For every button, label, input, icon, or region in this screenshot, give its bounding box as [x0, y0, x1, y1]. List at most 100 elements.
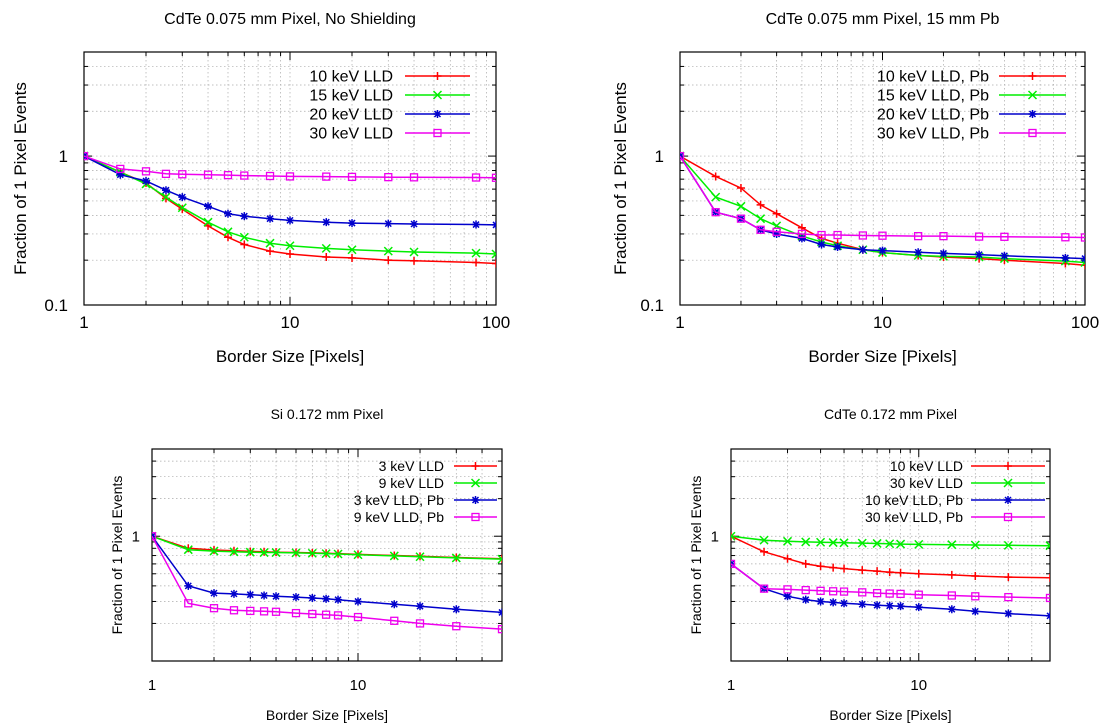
y-tick-label: 0.1	[640, 296, 664, 315]
data-point	[1080, 233, 1085, 242]
data-point	[266, 247, 275, 256]
data-point	[497, 554, 502, 564]
data-point	[872, 588, 882, 598]
data-point	[322, 172, 331, 181]
legend-swatch-marker	[1004, 462, 1012, 470]
data-point	[240, 212, 249, 221]
legend-swatch-marker	[1028, 128, 1037, 138]
data-point	[680, 151, 685, 161]
data-point	[184, 581, 193, 590]
data-point	[229, 547, 239, 557]
data-point	[971, 592, 980, 601]
data-point	[1045, 593, 1050, 603]
data-point	[1046, 611, 1050, 620]
data-point	[1004, 573, 1013, 582]
x-tick-label: 10	[873, 313, 892, 332]
series-line	[731, 563, 1050, 599]
data-point	[711, 208, 720, 217]
legend-label: 10 keV LLD, Pb	[877, 69, 989, 86]
data-point	[142, 177, 151, 186]
data-point	[1080, 257, 1085, 268]
x-tick-label: 10	[910, 677, 927, 694]
legend: 10 keV LLD 15 keV LLD 20 keV LLD 30 keV LLD	[309, 69, 470, 143]
data-point	[384, 256, 393, 265]
data-point	[240, 171, 249, 180]
data-point	[872, 538, 882, 548]
legend-label: 30 keV LLD, Pb	[877, 126, 989, 143]
data-point	[409, 247, 419, 257]
data-point	[1003, 540, 1013, 550]
legend-swatch-marker	[1004, 496, 1012, 504]
data-point	[878, 246, 887, 255]
chart-title: CdTe 0.075 mm Pixel, 15 mm Pb	[766, 11, 1000, 28]
data-point	[384, 173, 393, 182]
legend-swatch-marker	[1027, 90, 1038, 100]
data-point	[833, 243, 842, 252]
data-point	[736, 184, 745, 193]
data-point	[760, 547, 769, 556]
data-point	[384, 219, 393, 228]
data-point	[947, 540, 957, 550]
data-point	[383, 246, 393, 256]
data-point	[452, 622, 461, 631]
data-point	[783, 585, 792, 594]
data-point	[885, 601, 894, 610]
y-axis-label: Fraction of 1 Pixel Events	[11, 82, 30, 275]
data-point	[389, 551, 399, 561]
series-4	[152, 532, 502, 634]
data-point	[783, 592, 792, 601]
data-point	[1004, 592, 1013, 602]
data-point	[896, 602, 905, 611]
data-point	[756, 225, 765, 234]
data-point	[759, 535, 769, 545]
data-point	[828, 538, 838, 548]
data-point	[817, 230, 826, 240]
data-point	[348, 219, 357, 228]
data-point	[223, 233, 232, 242]
data-point	[410, 256, 419, 265]
data-point	[971, 571, 980, 580]
data-point	[410, 219, 419, 228]
y-tick-label: 1	[711, 528, 719, 545]
data-point	[759, 584, 769, 593]
data-point	[321, 610, 331, 619]
chart-panel-2: 1 10 100 0.1 1 CdTe 0.075 mm Pixel, 15 mm Pb B…	[611, 11, 1099, 366]
chart-title: Si 0.172 mm Pixel	[271, 406, 384, 422]
data-point	[260, 591, 269, 600]
x-axis-label: Border Size [Pixels]	[266, 707, 388, 723]
data-point	[271, 607, 281, 616]
series-line	[731, 535, 1050, 579]
data-point	[858, 600, 867, 609]
data-point	[1004, 609, 1013, 618]
legend-swatch-marker	[471, 496, 480, 504]
data-point	[772, 227, 781, 236]
data-point	[266, 214, 275, 223]
legend-swatch-marker	[1003, 512, 1013, 522]
series-line	[84, 155, 496, 255]
x-tick-label: 1	[148, 677, 156, 694]
data-point	[914, 539, 924, 549]
legend-label: 9 keV LLD, Pb	[354, 509, 444, 525]
data-point	[783, 554, 792, 563]
data-point	[239, 232, 249, 242]
legend-swatch-marker	[433, 128, 442, 138]
data-point	[472, 220, 481, 229]
data-point	[914, 569, 923, 578]
data-point	[204, 202, 213, 211]
data-point	[736, 214, 746, 223]
series-line	[731, 563, 1050, 617]
data-point	[265, 238, 275, 248]
legend-label: 10 keV LLD	[309, 69, 393, 86]
series-line	[680, 155, 1085, 266]
data-point	[711, 192, 721, 202]
data-point	[472, 258, 481, 267]
series-line	[152, 535, 502, 560]
chart-title: CdTe 0.172 mm Pixel	[824, 406, 957, 422]
data-point	[975, 250, 984, 259]
data-point	[939, 249, 948, 258]
legend-swatch-marker	[433, 72, 442, 80]
data-point	[416, 602, 425, 611]
data-point	[178, 193, 187, 202]
data-point	[141, 167, 151, 176]
data-point	[816, 597, 825, 606]
